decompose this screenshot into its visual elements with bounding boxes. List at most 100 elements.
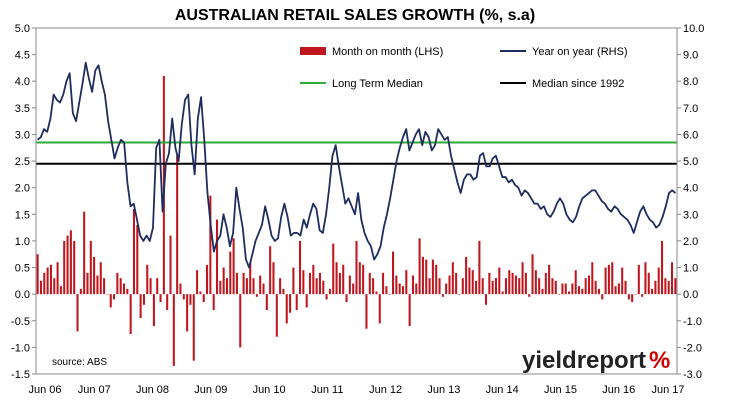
bar-mark [574,270,577,295]
bar-mark [132,208,136,295]
bar-mark [528,294,531,297]
x-tick-label: Jun 16 [602,384,635,396]
bar-mark [594,280,597,295]
brand-text: yieldreport [522,347,646,374]
bar-mark [282,288,285,295]
bar-mark [448,275,451,295]
bar-mark [607,264,610,295]
legend-label: Long Term Median [332,78,423,90]
right-tick-label: 2.0 [683,236,698,248]
bar-mark [146,264,149,295]
bar-mark [514,275,517,295]
bar-mark [225,278,228,295]
bar-mark [176,155,179,295]
bar-mark [365,294,368,329]
right-tick-label: 4.0 [683,183,698,195]
right-tick-label: 3.0 [683,209,698,221]
bar-mark [441,294,444,297]
right-tick-label: 5.0 [683,156,698,168]
left-tick-label: 1.0 [15,236,30,248]
bar-mark [255,294,258,297]
bar-mark [122,283,126,295]
line-series [37,61,676,269]
bar-mark [624,280,627,295]
bar-mark [411,275,414,295]
bar-mark [126,288,129,295]
bar-mark [169,235,172,295]
bar-mark [631,294,634,303]
bar-mark [348,275,351,295]
bar-mark [172,294,175,367]
bar-mark [581,288,584,295]
bar-mark [498,267,501,295]
bar-mark [308,272,312,295]
bar-mark [385,286,388,295]
bar-mark [139,294,142,319]
bar-mark [538,278,541,295]
bar-mark [245,278,248,295]
bar-mark [265,294,268,311]
bar-mark [93,256,96,295]
right-tick-label: -3.0 [683,369,702,381]
bar-mark [119,278,122,295]
source-note: source: ABS [52,357,107,368]
bar-mark [189,294,192,305]
bar-mark [398,283,401,295]
left-tick-label: 1.5 [15,209,30,221]
bar-mark [63,240,66,295]
bar-mark [129,294,132,335]
bar-mark [235,272,238,295]
bar-mark [455,272,458,295]
median-lines [36,141,677,165]
bar-mark [159,294,162,303]
bar-mark [302,270,305,295]
bar-mark [401,286,405,295]
bar-mark [508,270,511,295]
bar-mark [654,280,657,295]
bar-mark [56,262,59,295]
bar-mark [481,278,484,295]
x-tick-label: Jun 09 [194,384,227,396]
bar-mark [651,288,654,295]
bar-mark [501,291,504,295]
bar-mark [471,270,474,295]
bar-mark [511,272,514,295]
bar-mark [113,294,116,300]
bar-mark [215,219,219,295]
right-tick-label: 1.0 [683,263,698,275]
legend-label: Month on month (LHS) [332,46,443,58]
axes: 5.0 4.5 4.0 3.5 3.0 2.5 2.0 1.5 1.0 0.5 0.0 -0.5 -1.… [11,23,704,396]
bar-mark [674,278,677,295]
bar-mark [202,294,205,303]
bar-mark [335,262,338,295]
bar-mark [478,240,481,295]
bar-mark [461,278,464,295]
bar-mark [279,278,282,295]
bar-mark [332,243,335,295]
bar-mark [611,262,614,295]
svg-text:yieldreport%: yieldreport% [522,347,670,374]
bar-mark [352,283,355,295]
bar-mark [312,264,315,295]
legend-swatch [300,47,326,55]
x-tick-label: Jun 06 [28,384,61,396]
bar-mark [36,254,39,295]
bar-mark [99,262,102,295]
bar-mark [614,286,617,295]
bar-mark [458,294,461,295]
right-tick-label: 0.0 [683,289,698,301]
bar-mark [76,294,79,332]
bar-mark [242,272,245,295]
bar-mark [488,272,491,295]
bar-mark [647,272,650,295]
bar-mark [531,254,534,295]
bar-mark [106,294,109,295]
right-tick-label: -1.0 [683,316,702,328]
brand-percent: % [649,347,670,374]
bar-mark [49,264,52,295]
bar-mark [554,280,557,295]
bar-mark [342,264,345,295]
right-tick-label: 7.0 [683,103,698,115]
x-tick-label: Jun 14 [486,384,519,396]
bar-mark [83,211,86,295]
